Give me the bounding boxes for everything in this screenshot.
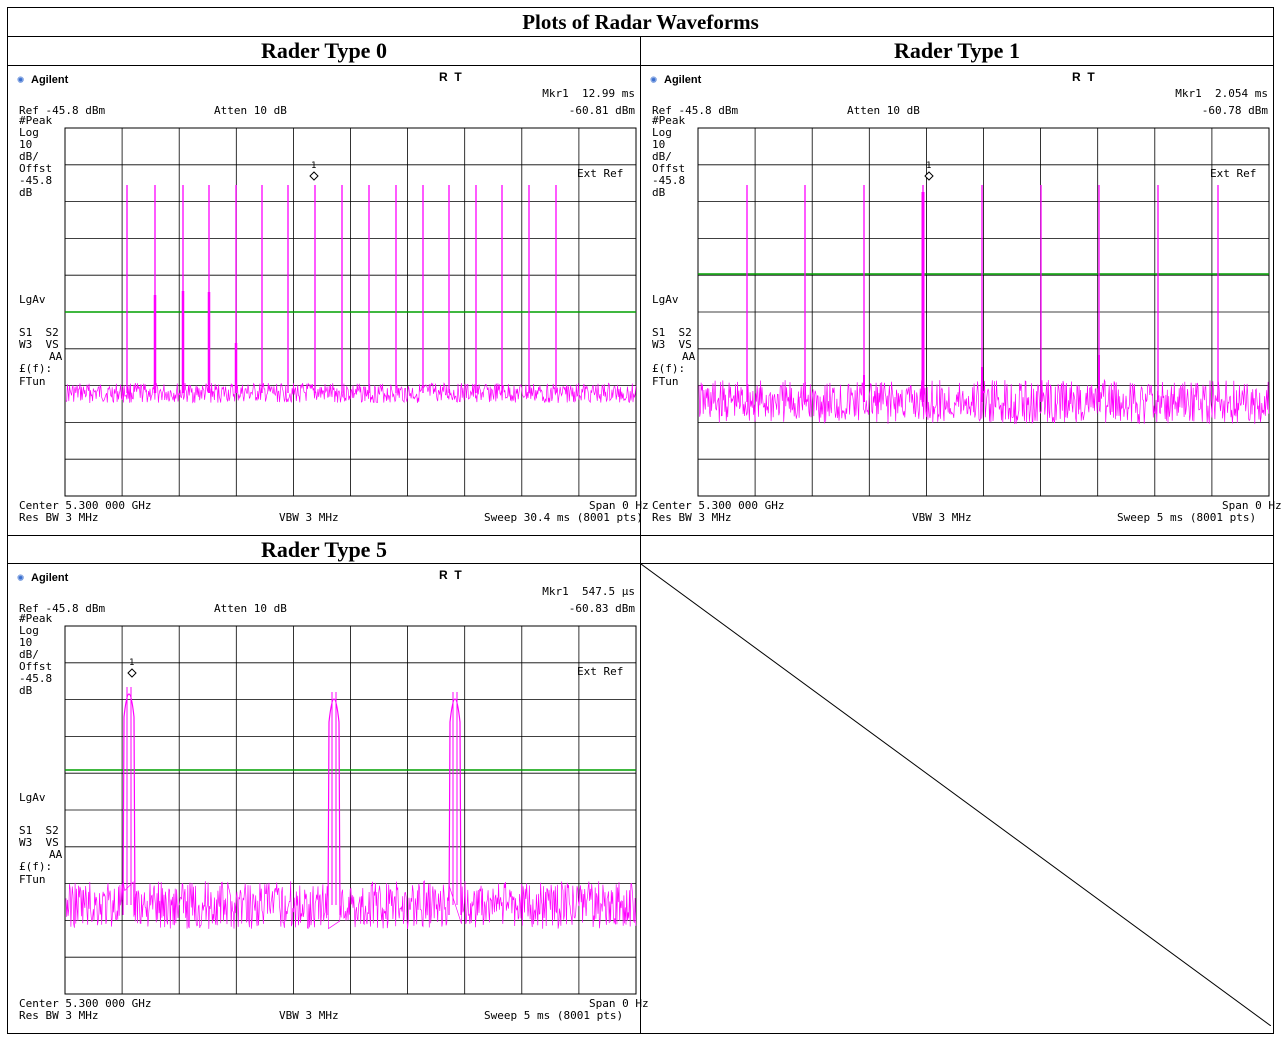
ref-label: Ref -45.8 dBm: [652, 103, 739, 117]
ext-ref-label: Ext Ref: [577, 665, 624, 679]
aa-label: AA: [49, 848, 63, 862]
marker-value-label: -60.83 dBm: [568, 602, 635, 616]
scale-label: Log: [19, 624, 39, 638]
brand-label: Agilent: [31, 73, 69, 86]
spectrum-analyzer-screen-type1: ✺ Agilent R T Mkr1 2.054 ms Ref -45.8 dBm Att…: [642, 67, 1281, 527]
marker-label-label: Mkr1 12.99 ms: [542, 86, 635, 100]
trace-display: [64, 625, 637, 995]
plot-heading-type5: Rader Type 5: [7, 534, 641, 565]
scale-label: Offst: [652, 161, 686, 175]
scale-label: Offst: [19, 660, 53, 674]
ff-label: £(f):: [19, 361, 53, 375]
scale-label: dB: [19, 684, 33, 698]
marker-number: 1: [129, 658, 135, 669]
res-bw-label: Res BW 3 MHz: [19, 1009, 99, 1023]
marker-label-label: Mkr1 2.054 ms: [1175, 86, 1268, 100]
vbw-label: VBW 3 MHz: [279, 510, 339, 524]
scale-label: dB/: [19, 149, 39, 163]
agilent-logo-icon: ✺: [650, 71, 658, 86]
trace-display: [64, 127, 637, 497]
ref-label: Ref -45.8 dBm: [19, 103, 106, 117]
scale-label: #Peak: [652, 113, 686, 127]
ref-label: Ref -45.8 dBm: [19, 602, 106, 616]
ext-ref-label: Ext Ref: [577, 166, 624, 180]
plot-heading-type1: Rader Type 1: [640, 36, 1274, 66]
ftun-label: FTun: [19, 873, 46, 887]
scale-label: Offst: [19, 161, 53, 175]
w3vs-label: W3 VS: [652, 337, 692, 351]
marker-number: 1: [926, 160, 932, 171]
span-label: Span 0 Hz: [1222, 498, 1281, 512]
scale-label: dB: [19, 185, 33, 199]
spectrum-analyzer-screen-type0: ✺ Agilent R T Mkr1 12.99 ms Ref -45.8 dBm Att…: [9, 67, 649, 527]
ftun-label: FTun: [19, 374, 46, 388]
lgav-label: LgAv: [19, 791, 46, 805]
center-label: Center 5.300 000 GHz: [19, 997, 152, 1011]
empty-diagonal-cell: [640, 563, 1274, 1034]
atten-label: Atten 10 dB: [214, 103, 287, 117]
scale-label: 10: [652, 137, 666, 151]
brand-label: Agilent: [31, 572, 69, 585]
s1s2-label: S1 S2: [19, 824, 59, 838]
scale-label: Log: [652, 125, 672, 139]
marker-value-label: -60.81 dBm: [568, 103, 635, 117]
marker-label-label: Mkr1 547.5 µs: [542, 585, 635, 599]
marker-number: 1: [311, 160, 317, 171]
scale-label: dB/: [652, 149, 672, 163]
lgav-label: LgAv: [652, 292, 679, 306]
scale-label: #Peak: [19, 113, 53, 127]
s1s2-label: S1 S2: [19, 325, 59, 339]
w3vs-label: W3 VS: [19, 337, 59, 351]
scale-label: 10: [19, 636, 33, 650]
table-title: Plots of Radar Waveforms: [7, 6, 1274, 38]
trace-display: [697, 127, 1270, 497]
res-bw-label: Res BW 3 MHz: [19, 510, 99, 524]
scale-label: dB: [652, 185, 666, 199]
aa-label: AA: [682, 349, 696, 363]
rt-label: R T: [1072, 69, 1095, 84]
ff-label: £(f):: [652, 361, 686, 375]
scale-label: dB/: [19, 648, 39, 662]
ff-label: £(f):: [19, 860, 53, 874]
agilent-logo-icon: ✺: [17, 570, 25, 585]
scale-label: Log: [19, 125, 39, 139]
marker-value-label: -60.78 dBm: [1201, 103, 1268, 117]
agilent-logo-icon: ✺: [17, 71, 25, 86]
vbw-label: VBW 3 MHz: [279, 1009, 339, 1023]
sweep-label: Sweep 30.4 ms (8001 pts): [484, 510, 643, 524]
ext-ref-label: Ext Ref: [1210, 166, 1257, 180]
atten-label: Atten 10 dB: [847, 103, 920, 117]
sweep-label: Sweep 5 ms (8001 pts): [484, 1009, 624, 1023]
radar-waveforms-table: Plots of Radar Waveforms Rader Type 0 Ra…: [7, 6, 1281, 1034]
atten-label: Atten 10 dB: [214, 602, 287, 616]
ftun-label: FTun: [652, 374, 679, 388]
sweep-label: Sweep 5 ms (8001 pts): [1117, 510, 1257, 524]
plot-heading-type0: Rader Type 0: [7, 36, 641, 66]
rt-label: R T: [439, 568, 462, 583]
plot-cell-type1: ✺ Agilent R T Mkr1 2.054 ms Ref -45.8 dBm Att…: [640, 64, 1281, 536]
plot-cell-type0: ✺ Agilent R T Mkr1 12.99 ms Ref -45.8 dBm Att…: [7, 64, 649, 536]
scale-label: 10: [19, 137, 33, 151]
s1s2-label: S1 S2: [652, 325, 692, 339]
brand-label: Agilent: [664, 73, 702, 86]
empty-heading-cell: [640, 534, 1274, 565]
scale-label: -45.8: [652, 173, 686, 187]
center-label: Center 5.300 000 GHz: [652, 498, 785, 512]
plot-cell-type5: ✺ Agilent R T Mkr1 547.5 µs Ref -45.8 dBm Att…: [7, 563, 649, 1034]
vbw-label: VBW 3 MHz: [912, 510, 972, 524]
diagonal-line: [641, 564, 1271, 1027]
rt-label: R T: [439, 69, 462, 84]
scale-label: #Peak: [19, 612, 53, 626]
center-label: Center 5.300 000 GHz: [19, 498, 152, 512]
w3vs-label: W3 VS: [19, 836, 59, 850]
lgav-label: LgAv: [19, 292, 46, 306]
res-bw-label: Res BW 3 MHz: [652, 510, 732, 524]
aa-label: AA: [49, 349, 63, 363]
spectrum-analyzer-screen-type5: ✺ Agilent R T Mkr1 547.5 µs Ref -45.8 dBm Att…: [9, 565, 649, 1025]
scale-label: -45.8: [19, 672, 53, 686]
scale-label: -45.8: [19, 173, 53, 187]
